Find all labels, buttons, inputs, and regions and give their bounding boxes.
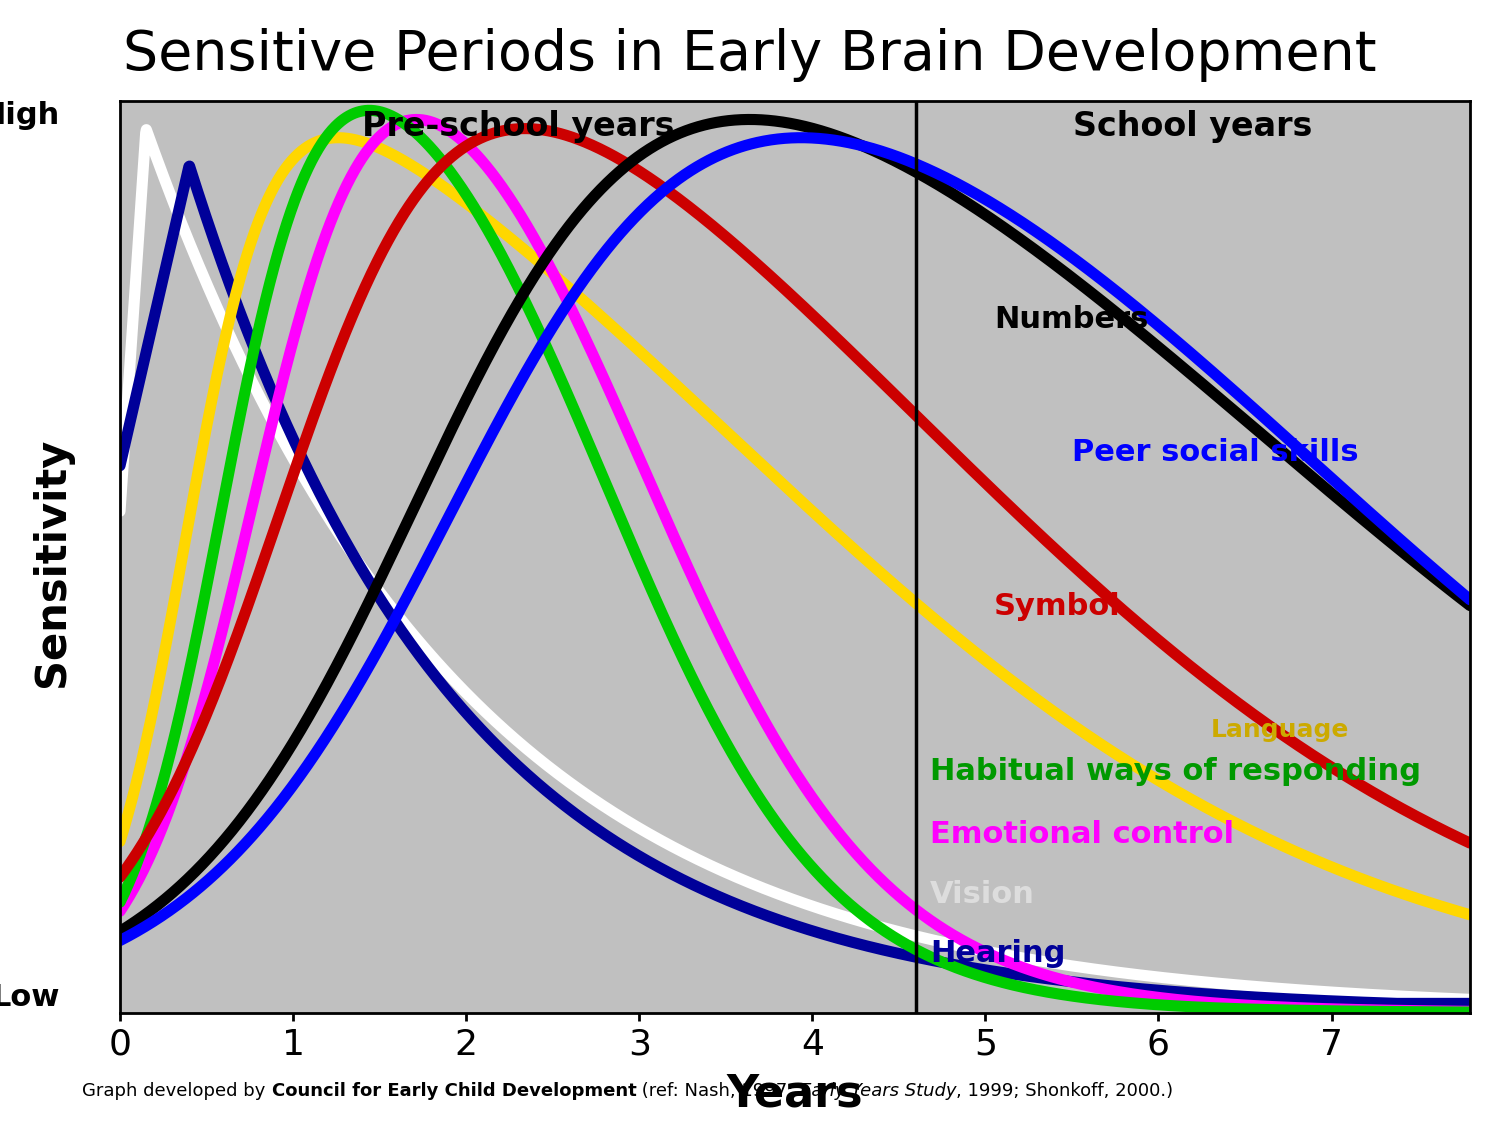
Text: Emotional control: Emotional control bbox=[930, 820, 1234, 849]
Text: Early Years Study: Early Years Study bbox=[800, 1082, 956, 1100]
Text: Graph developed by: Graph developed by bbox=[82, 1082, 272, 1100]
Text: Sensitivity: Sensitivity bbox=[32, 438, 74, 687]
Text: Symbol: Symbol bbox=[994, 593, 1120, 621]
Text: Language: Language bbox=[1210, 718, 1348, 742]
Text: Vision: Vision bbox=[930, 880, 1035, 909]
X-axis label: Years: Years bbox=[726, 1073, 864, 1116]
Text: Sensitive Periods in Early Brain Development: Sensitive Periods in Early Brain Develop… bbox=[123, 28, 1377, 82]
Text: Habitual ways of responding: Habitual ways of responding bbox=[930, 756, 1420, 785]
Text: Council for Early Child Development: Council for Early Child Development bbox=[272, 1082, 636, 1100]
Text: High: High bbox=[0, 101, 60, 130]
Text: Pre-school years: Pre-school years bbox=[362, 110, 675, 143]
Text: Hearing: Hearing bbox=[930, 938, 1065, 968]
Text: (ref: Nash, 1997;: (ref: Nash, 1997; bbox=[636, 1082, 800, 1100]
Text: , 1999; Shonkoff, 2000.): , 1999; Shonkoff, 2000.) bbox=[956, 1082, 1173, 1100]
Text: Numbers: Numbers bbox=[994, 306, 1149, 334]
Text: Peer social skills: Peer social skills bbox=[1072, 438, 1359, 467]
Text: Low: Low bbox=[0, 983, 60, 1012]
Text: School years: School years bbox=[1074, 110, 1312, 143]
